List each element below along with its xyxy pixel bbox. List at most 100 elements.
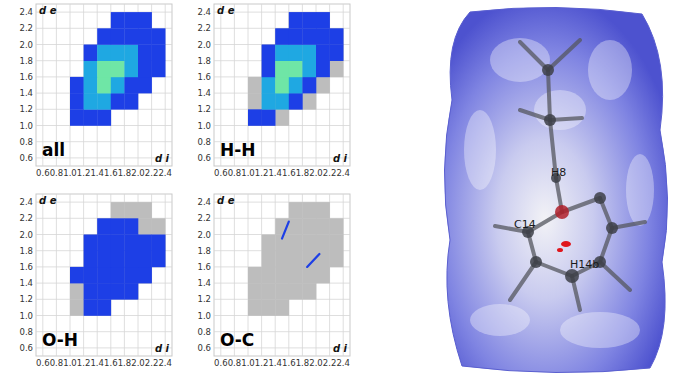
density-cell (84, 299, 98, 316)
backdrop-cell (70, 267, 84, 284)
density-cell (97, 283, 111, 300)
backdrop-cell (302, 202, 316, 219)
x-tick-label: 1.4 (268, 168, 282, 178)
backdrop-cell (248, 93, 262, 110)
backdrop-cell (316, 61, 330, 77)
backdrop-cell (316, 218, 330, 235)
y-tick-label: 1.0 (197, 121, 211, 131)
y-tick-label: 2.2 (197, 213, 211, 223)
y-tick-label: 1.4 (197, 88, 211, 98)
x-tick-label: 2.0 (131, 358, 145, 368)
x-tick-label: 1.4 (90, 358, 104, 368)
x-tick-label: 0.8 (50, 168, 64, 178)
backdrop-cell (84, 267, 98, 284)
density-cell (70, 267, 84, 284)
backdrop-cell (70, 283, 84, 300)
density-cell (138, 251, 152, 268)
atom-label: H14b (570, 258, 599, 271)
panel: 0.60.81.01.21.41.61.82.02.22.40.60.81.01… (197, 194, 350, 368)
density-cell (97, 28, 111, 45)
backdrop-cell (124, 218, 138, 235)
backdrop-cell (316, 28, 330, 45)
x-tick-label: 2.2 (323, 168, 337, 178)
backdrop-cell (330, 251, 344, 268)
backdrop-cell (262, 61, 276, 77)
density-cell (70, 77, 84, 94)
x-tick-label: 0.6 (214, 358, 228, 368)
density-cell (124, 235, 138, 252)
y-tick-label: 1.8 (19, 56, 33, 66)
atom (530, 256, 542, 268)
backdrop-cell (97, 251, 111, 268)
backdrop-cell (84, 299, 98, 316)
atom-label: H8 (551, 166, 566, 179)
backdrop-cell (330, 61, 344, 77)
backdrop-cell (316, 45, 330, 62)
backdrop-cell (316, 235, 330, 252)
y-tick-label: 0.8 (19, 327, 33, 337)
backdrop-cell (262, 251, 276, 268)
backdrop-cell (152, 235, 166, 252)
atom (606, 222, 618, 234)
density-cell (97, 77, 111, 94)
panel: 0.60.81.01.21.41.61.82.02.22.40.60.81.01… (197, 4, 350, 178)
surface-patch (588, 40, 632, 100)
density-cell (152, 61, 166, 77)
x-tick-label: 1.2 (77, 358, 91, 368)
density-cell (124, 283, 138, 300)
y-axis-label: d e (39, 5, 57, 16)
backdrop-cell (262, 235, 276, 252)
y-tick-label: 0.6 (197, 343, 211, 353)
y-tick-label: 1.6 (19, 72, 33, 82)
panel-title: H-H (220, 140, 256, 160)
backdrop-cell (289, 283, 303, 300)
backdrop-cell (330, 235, 344, 252)
density-cell (152, 45, 166, 62)
density-cell (124, 45, 138, 62)
backdrop-cell (111, 267, 125, 284)
density-cell (138, 12, 152, 29)
y-tick-label: 1.2 (197, 294, 211, 304)
density-cell (138, 45, 152, 62)
x-tick-label: 1.0 (63, 358, 77, 368)
x-tick-label: 0.8 (228, 168, 242, 178)
hirshfeld-surface: H8C14H14b (444, 7, 667, 372)
backdrop-cell (97, 218, 111, 235)
y-tick-label: 1.0 (19, 121, 33, 131)
backdrop-cell (302, 235, 316, 252)
backdrop-cell (275, 61, 289, 77)
backdrop-cell (84, 251, 98, 268)
backdrop-cell (289, 12, 303, 29)
plot-frame (36, 194, 172, 356)
x-axis-label: d i (155, 153, 170, 164)
backdrop-cell (289, 45, 303, 62)
backdrop-cell (302, 12, 316, 29)
density-cell (302, 12, 316, 29)
y-tick-label: 2.4 (19, 197, 33, 207)
data-area (70, 12, 166, 126)
x-tick-label: 2.4 (336, 168, 350, 178)
x-tick-label: 0.6 (36, 168, 50, 178)
y-tick-label: 2.2 (19, 213, 33, 223)
density-cell (289, 45, 303, 62)
density-cell (111, 283, 125, 300)
density-cell (124, 61, 138, 77)
backdrop-cell (124, 283, 138, 300)
backdrop-cell (97, 283, 111, 300)
backdrop-cell (138, 202, 152, 219)
density-cell (111, 235, 125, 252)
surface-patch (490, 38, 550, 82)
bond (510, 262, 536, 300)
y-tick-label: 0.8 (197, 327, 211, 337)
density-cell (302, 77, 316, 94)
backdrop-cell (289, 251, 303, 268)
density-cell (316, 45, 330, 62)
data-area (70, 202, 166, 316)
backdrop-cell (289, 267, 303, 284)
backdrop-cell (84, 283, 98, 300)
x-tick-label: 1.6 (282, 168, 296, 178)
density-cell (84, 251, 98, 268)
density-cell (84, 93, 98, 110)
backdrop-cell (248, 267, 262, 284)
x-tick-label: 2.0 (131, 168, 145, 178)
